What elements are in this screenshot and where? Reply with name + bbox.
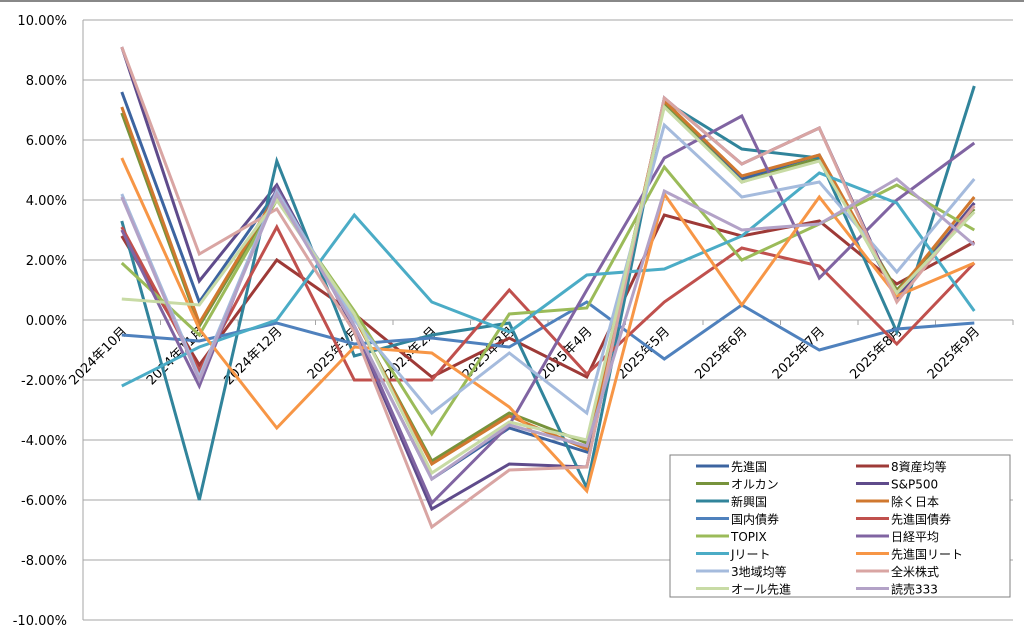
legend-label: 除く日本 [891,494,939,509]
y-tick-label: 0.00% [26,314,67,329]
series-line-7 [120,223,976,382]
legend-label: S&P500 [891,478,938,492]
y-tick-label: 8.00% [26,74,67,89]
legend-label: 新興国 [731,494,767,509]
legend-box [669,454,1011,598]
y-tick-label: -8.00% [21,554,67,569]
series-line-10 [121,171,976,388]
y-tick-label: 10.00% [17,14,67,29]
legend-label: 先進国 [731,460,767,474]
legend-label: 全米株式 [891,564,939,579]
legend-label: 国内債券 [731,512,779,527]
x-tick-label: 2025年7月 [770,324,828,382]
legend-label: 読売333 [891,582,938,597]
legend-label: オルカン [731,478,779,492]
y-tick-label: -4.00% [21,434,67,449]
legend-label: 3地域均等 [731,565,787,579]
x-tick-label: 2025年9月 [925,324,983,382]
series-line-15 [120,177,976,482]
y-tick-label: 4.00% [26,194,67,209]
series-line-14 [121,104,976,476]
legend-label: Jリート [730,548,771,562]
legend-label: 日経平均 [891,530,939,544]
series-lines [120,46,976,530]
legend-label: TOPIX [730,530,767,544]
y-tick-label: 2.00% [26,254,67,269]
y-tick-label: -10.00% [13,614,67,629]
legend-label: 先進国債券 [891,512,951,527]
legend-label: 先進国リート [891,548,963,562]
y-tick-label: -6.00% [21,494,67,509]
y-tick-label: -2.00% [21,374,67,389]
legend-label: 8資産均等 [891,459,947,474]
series-line-11 [120,157,975,495]
x-tick-label: 2024年10月 [66,324,130,388]
y-tick-label: 6.00% [26,134,67,149]
y-axis: 10.00% 8.00% 6.00% 4.00% 2.00% 0.00% -2.00% -4.… [13,14,67,629]
legend-label: オール先進 [731,583,791,597]
